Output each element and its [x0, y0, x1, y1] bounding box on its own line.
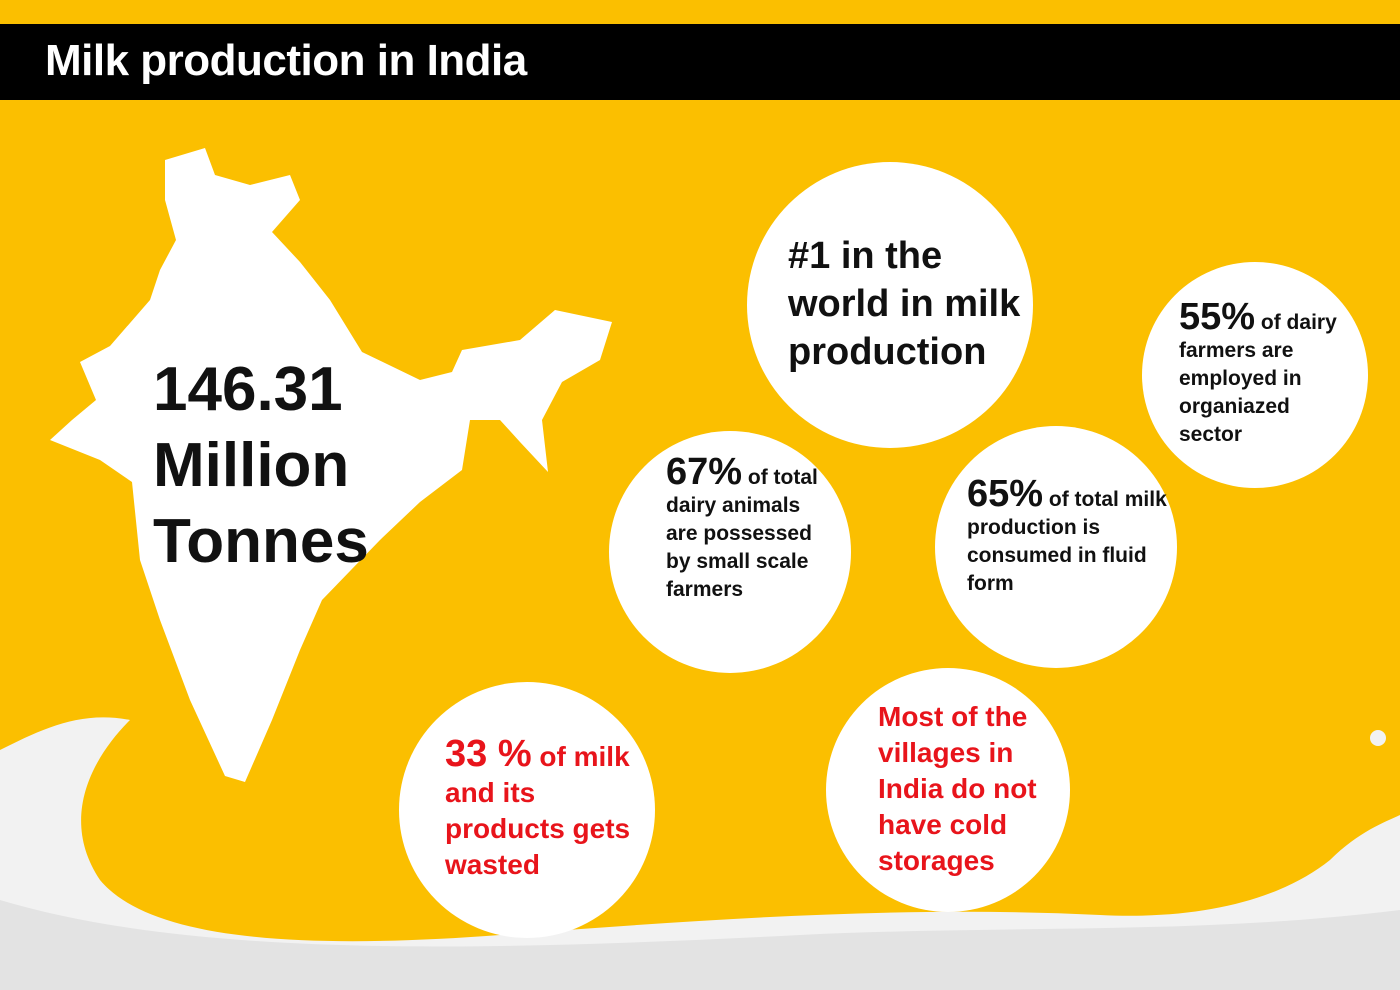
fact-circle-fluid	[935, 426, 1177, 668]
milk-wave-shadow	[0, 900, 1400, 990]
fact-wasted: 33 % of milk and its products gets waste…	[445, 733, 640, 883]
production-unit-1: Million	[153, 431, 350, 500]
page-title: Milk production in India	[45, 36, 527, 85]
fact-organized-value: 55%	[1179, 296, 1256, 338]
fact-circle-rank	[747, 162, 1033, 448]
production-unit-2: Tonnes	[153, 507, 369, 576]
india-map	[50, 148, 612, 782]
fact-fluid-text: of total milk production is consumed in …	[967, 488, 1167, 595]
fact-small-scale-value: 67%	[666, 451, 743, 493]
fact-small-scale-text: of total dairy animals are possessed by …	[666, 466, 818, 601]
fact-circle-cold-storage	[826, 668, 1070, 912]
fact-organized-text: of dairy farmers are employed in organia…	[1179, 311, 1337, 446]
fact-fluid: 65% of total milk production is consumed…	[967, 475, 1167, 598]
fact-wasted-value: 33 %	[445, 733, 532, 775]
production-value: 146.31	[153, 355, 343, 424]
fact-fluid-value: 65%	[967, 473, 1044, 515]
fact-wasted-text: of milk and its products gets wasted	[445, 741, 631, 880]
fact-circle-organized	[1142, 262, 1368, 488]
header-bar: Milk production in India	[0, 24, 1400, 100]
fact-rank-text: #1 in the world in milk production	[788, 235, 1021, 373]
milk-splash	[0, 717, 1400, 990]
fact-cold-storage-text: Most of the villages in India do not hav…	[878, 701, 1037, 876]
fact-circle-small-scale	[609, 431, 851, 673]
fact-organized: 55% of dairy farmers are employed in org…	[1179, 298, 1354, 449]
fact-circle-wasted	[399, 682, 655, 938]
milk-drop	[1370, 730, 1386, 746]
production-total: 146.31 Million Tonnes	[153, 352, 369, 580]
fact-small-scale: 67% of total dairy animals are possessed…	[666, 453, 826, 604]
